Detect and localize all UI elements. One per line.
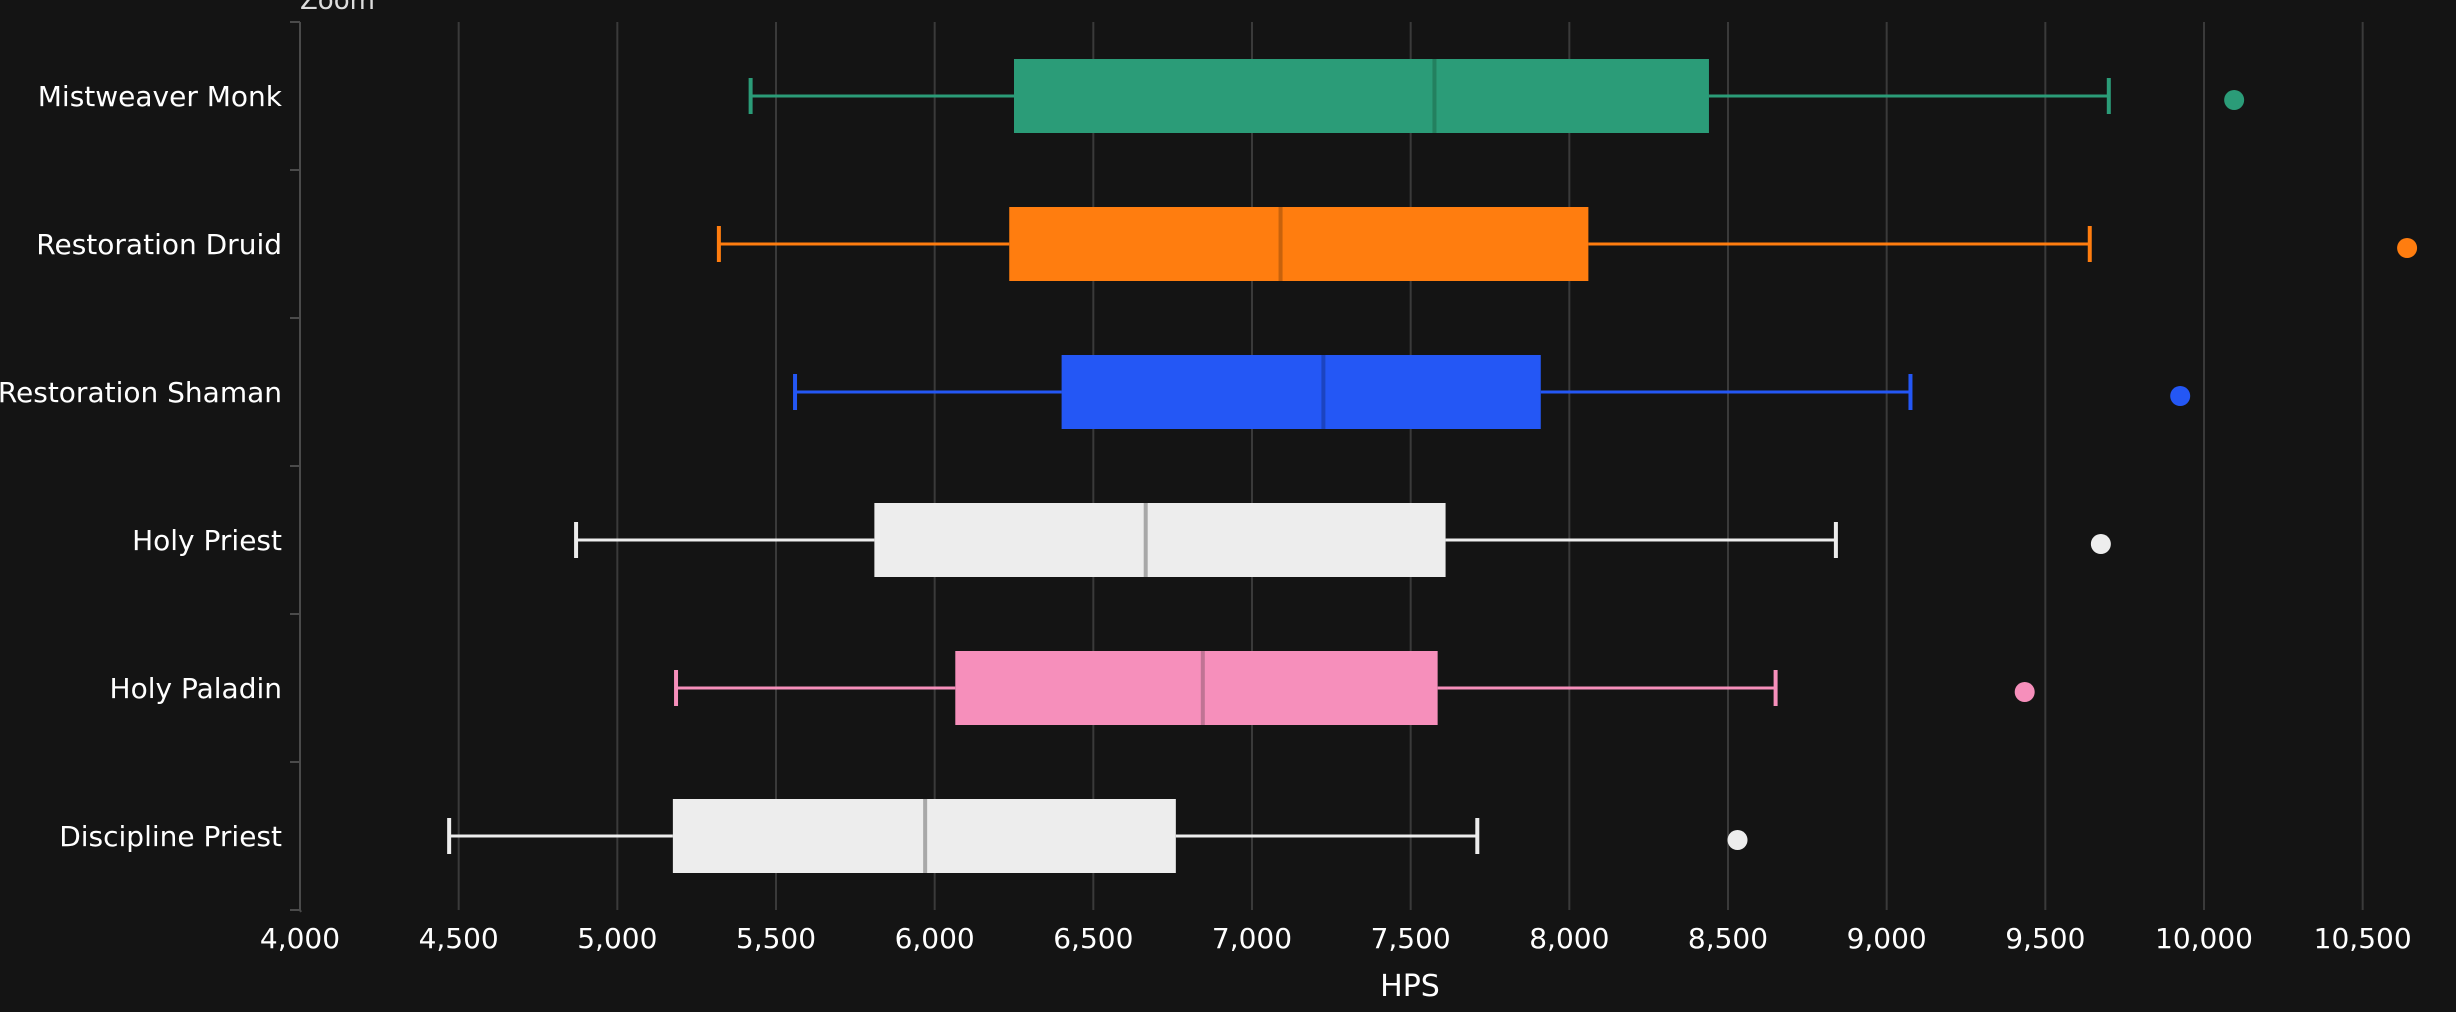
y-axis: Mistweaver Monk Restoration Druid Restorat… xyxy=(0,21,301,911)
x-tick-label: 6,000 xyxy=(895,922,975,955)
x-tick-label: 6,500 xyxy=(1053,922,1133,955)
outlier-point xyxy=(2170,386,2191,406)
category-label: Restoration Druid xyxy=(36,228,282,261)
x-axis: 4,000 4,500 5,000 5,500 6,000 6,500 7,000 7,500… xyxy=(260,909,2412,955)
outlier-point xyxy=(1727,830,1748,850)
x-axis-line xyxy=(299,909,302,913)
outlier-point xyxy=(2397,238,2418,258)
x-tick-label: 9,000 xyxy=(1847,922,1927,955)
zoom-label[interactable]: Zoom xyxy=(300,0,375,16)
box-holy-paladin xyxy=(674,651,2035,725)
x-tick-label: 4,500 xyxy=(419,922,499,955)
box-restoration-shaman xyxy=(793,355,2191,429)
x-tick-label: 10,000 xyxy=(2155,922,2253,955)
box-mistweaver-monk xyxy=(748,59,2245,133)
category-label: Discipline Priest xyxy=(59,820,282,853)
x-tick-label: 8,500 xyxy=(1688,922,1768,955)
category-label: Holy Priest xyxy=(132,524,282,557)
box-holy-priest xyxy=(574,503,2111,577)
iqr-box xyxy=(1014,59,1709,133)
iqr-box xyxy=(1009,207,1589,281)
iqr-box xyxy=(955,651,1438,725)
category-label: Mistweaver Monk xyxy=(38,80,283,113)
x-tick-label: 5,000 xyxy=(577,922,657,955)
x-tick-label: 5,500 xyxy=(736,922,816,955)
category-label: Restoration Shaman xyxy=(0,376,282,409)
x-axis-title: HPS xyxy=(1380,969,1440,1004)
plot-area xyxy=(447,59,2418,873)
x-tick-label: 8,000 xyxy=(1529,922,1609,955)
x-tick-label: 7,000 xyxy=(1212,922,1292,955)
category-label: Holy Paladin xyxy=(110,672,282,705)
x-tick-label: 10,500 xyxy=(2314,922,2412,955)
x-tick-label: 7,500 xyxy=(1371,922,1451,955)
x-tick-label: 4,000 xyxy=(260,922,340,955)
outlier-point xyxy=(2090,534,2111,554)
box-restoration-druid xyxy=(716,207,2418,281)
outlier-point xyxy=(2224,90,2245,110)
grid-lines xyxy=(457,22,2364,910)
box-discipline-priest xyxy=(447,799,1748,873)
iqr-box xyxy=(1061,355,1541,429)
outlier-point xyxy=(2014,682,2035,702)
x-tick-label: 9,500 xyxy=(2005,922,2085,955)
iqr-box xyxy=(874,503,1446,577)
